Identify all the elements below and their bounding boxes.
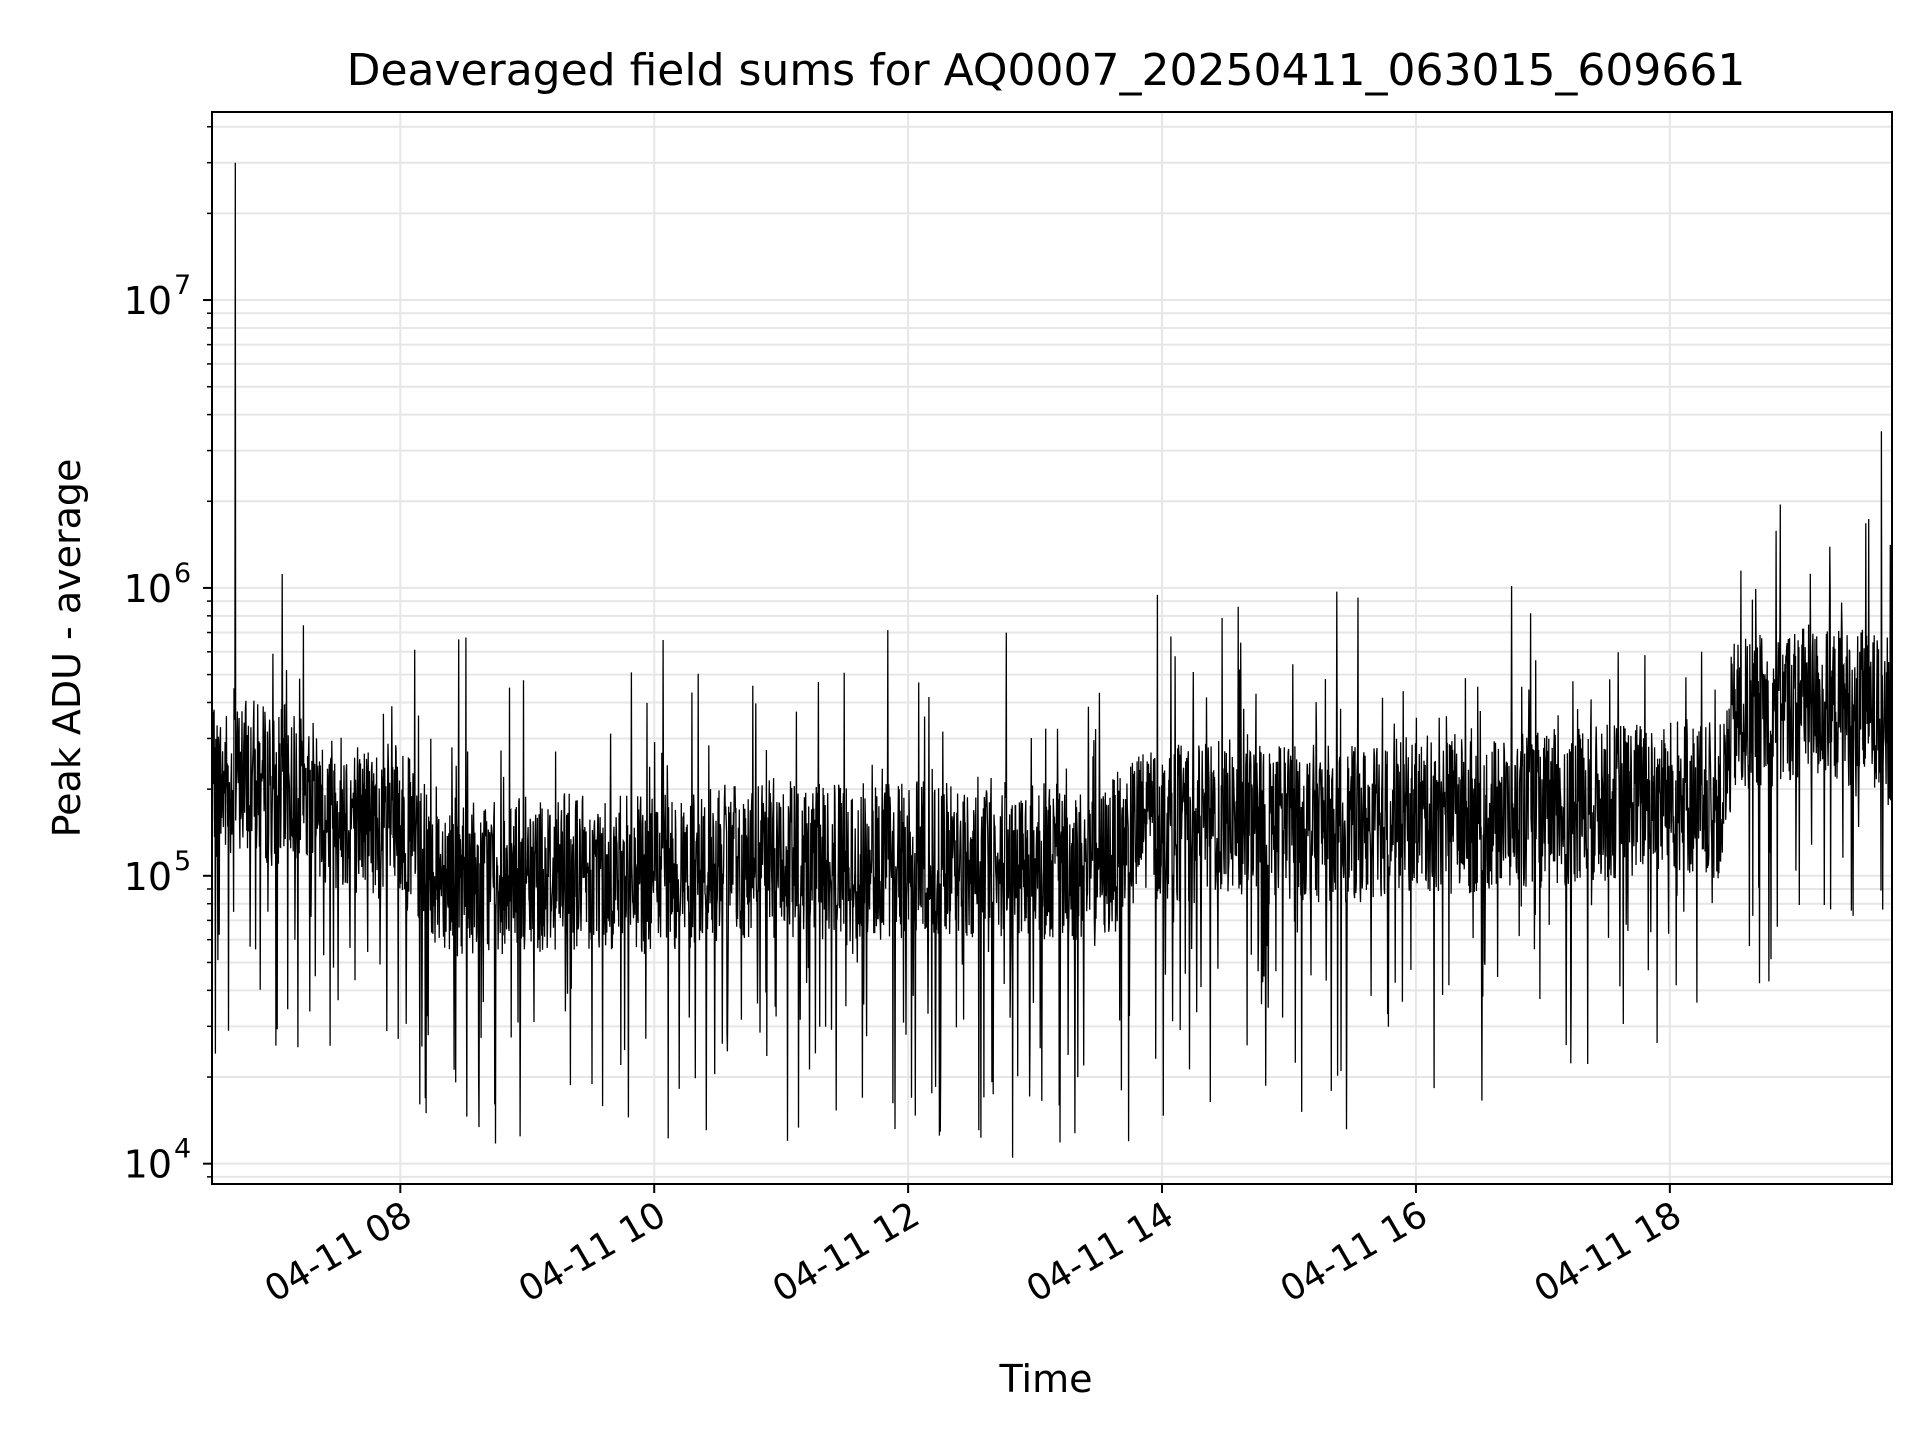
plot-frame <box>211 111 1893 1185</box>
y-tick-label: 10 <box>124 1143 172 1187</box>
y-tick-exponent: 4 <box>174 1134 191 1165</box>
grid-layer <box>212 112 1892 1184</box>
y-tick-exponent: 7 <box>174 270 191 301</box>
y-tick-label: 10 <box>124 567 172 611</box>
y-tick-label: 10 <box>124 279 172 323</box>
y-tick-label: 10 <box>124 855 172 899</box>
plot-layer <box>211 162 1893 1158</box>
y-axis-label: Peak ADU - average <box>45 459 89 838</box>
chart-title: Deaveraged field sums for AQ0007_2025041… <box>347 45 1746 96</box>
y-tick-exponent: 5 <box>174 846 191 877</box>
data-series-line <box>211 162 1893 1158</box>
x-axis-label: Time <box>999 1357 1093 1401</box>
y-tick-exponent: 6 <box>174 558 191 589</box>
